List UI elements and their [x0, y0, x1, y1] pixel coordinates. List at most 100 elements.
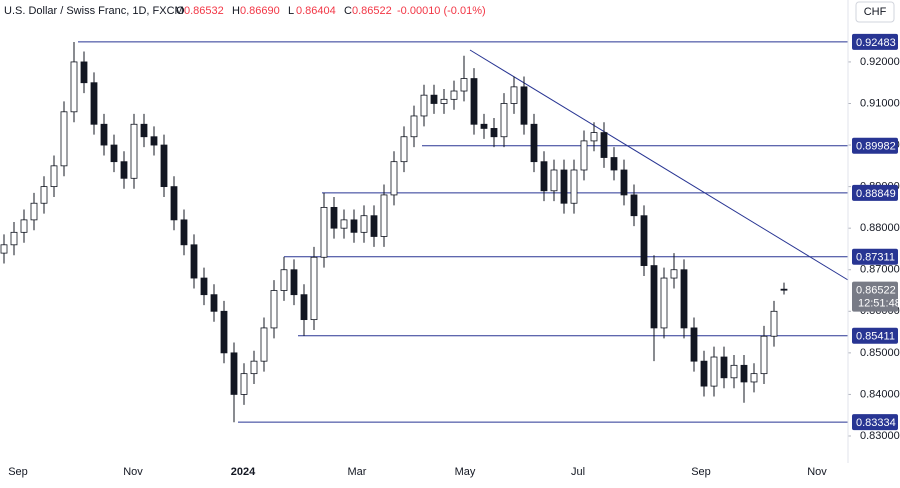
candle-body: [580, 140, 588, 171]
x-tick-label: Sep: [691, 466, 711, 478]
candle-body: [630, 194, 638, 217]
ohlc-value: 0.86532: [184, 5, 224, 17]
candle-body: [520, 86, 528, 125]
level-label: 0.85411: [856, 331, 895, 343]
candle-body: [190, 244, 198, 279]
ohlc-key: H: [232, 5, 240, 17]
candle-body: [420, 94, 428, 117]
candle-body: [140, 123, 148, 138]
candle-body: [0, 244, 8, 254]
candle-body: [270, 290, 278, 329]
candle-body: [780, 288, 788, 291]
x-tick-label: Nov: [807, 466, 827, 478]
candle-body: [610, 157, 618, 171]
ohlc-key: O: [176, 5, 185, 17]
candle-body: [220, 310, 228, 354]
candle-body: [120, 161, 128, 179]
y-tick-label: 0.85000: [860, 347, 900, 359]
ohlc-value: 0.86690: [240, 5, 280, 17]
candle-body: [430, 94, 438, 104]
x-tick-label: Mar: [348, 466, 367, 478]
candle-body: [480, 123, 488, 129]
ohlc-key: C: [344, 5, 352, 17]
x-tick-label: Jul: [571, 466, 585, 478]
level-label: 0.87311: [856, 252, 895, 264]
level-label-box: [852, 184, 898, 201]
x-tick-label: 2024: [231, 466, 256, 478]
candle-body: [20, 219, 28, 233]
candle-body: [490, 128, 498, 138]
candle-body: [130, 123, 138, 179]
candle-body: [450, 90, 458, 100]
candle-body: [360, 215, 368, 233]
y-tick-label: 0.87000: [860, 264, 900, 276]
legend-header: U.S. Dollar / Swiss Franc, 1D, FXCM O 0.8…: [4, 5, 486, 17]
candle-body: [760, 335, 768, 375]
candle-body: [300, 294, 308, 321]
candle-body: [550, 169, 558, 192]
x-tick-label: Sep: [8, 466, 28, 478]
candle-body: [700, 360, 708, 387]
trend-line: [469, 49, 849, 281]
candle-body: [160, 144, 168, 188]
candle-body: [660, 277, 668, 329]
candle-body: [340, 219, 348, 229]
candle-body: [560, 169, 568, 204]
level-label: 0.83334: [856, 417, 896, 429]
candle-body: [80, 61, 88, 84]
candle-body: [400, 136, 408, 163]
candle-body: [330, 206, 338, 229]
candle-body: [670, 269, 678, 279]
candle-body: [180, 219, 188, 246]
y-tick-label: 0.84000: [860, 388, 900, 400]
candle-body: [240, 373, 248, 395]
y-tick-label: 0.88000: [860, 222, 900, 234]
level-label-box: [852, 33, 898, 50]
candle-body: [200, 277, 208, 296]
candle-body: [390, 161, 398, 196]
candle-body: [600, 132, 608, 158]
candle-body: [50, 165, 58, 188]
candle-body: [740, 364, 748, 383]
candle-body: [90, 82, 98, 125]
candle-body: [150, 136, 158, 146]
level-label: 0.92483: [856, 37, 896, 49]
x-tick-label: Nov: [123, 466, 143, 478]
candle-body: [720, 356, 728, 379]
candle-body: [350, 219, 358, 233]
candle-body: [210, 294, 218, 312]
candle-body: [620, 169, 628, 196]
candle-body: [100, 123, 108, 146]
candle-body: [470, 78, 478, 125]
level-label-box: [852, 327, 898, 344]
candle-body: [40, 186, 48, 204]
ohlc-key: L: [288, 5, 294, 17]
candle-body: [60, 111, 68, 167]
candle-body: [380, 194, 388, 237]
candle-body: [290, 269, 298, 296]
x-tick-label: May: [455, 466, 476, 478]
change: -0.00010 (-0.01%): [397, 5, 486, 17]
candle-body: [370, 215, 378, 237]
price-box: [852, 281, 898, 312]
current-price: 0.86522: [856, 285, 896, 297]
candle-body: [110, 144, 118, 163]
candle-body: [730, 364, 738, 379]
currency-label[interactable]: CHF: [864, 6, 887, 18]
candle-body: [750, 373, 758, 383]
candle-body: [640, 215, 648, 266]
candle-body: [530, 123, 538, 163]
currency-button[interactable]: [855, 1, 895, 23]
candle-body: [710, 356, 718, 387]
y-tick-label: 0.92000: [860, 56, 900, 68]
candle-body: [280, 269, 288, 291]
candle-body: [440, 98, 448, 104]
level-label: 0.89982: [856, 141, 896, 153]
candle-body: [10, 231, 18, 246]
candle-body: [250, 360, 258, 375]
level-label-box: [852, 414, 898, 431]
level-label: 0.88849: [856, 188, 896, 200]
countdown: 12:51:48: [858, 298, 900, 310]
